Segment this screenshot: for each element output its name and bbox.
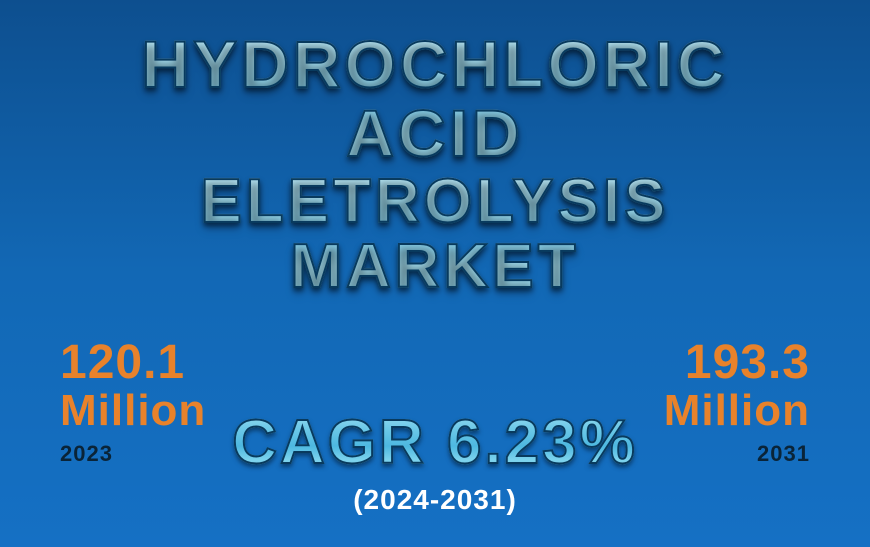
cagr-label: CAGR 6.23% [50,407,820,478]
cagr-block: CAGR 6.23% (2024-2031) [50,407,820,516]
stat-left-value: 120.1 [60,339,206,387]
title-line-1: HYDROCHLORIC ACID [50,30,820,169]
stat-right-value: 193.3 [664,339,810,387]
infographic-container: HYDROCHLORIC ACID ELETROLYSIS MARKET 120… [0,0,870,547]
main-title: HYDROCHLORIC ACID ELETROLYSIS MARKET [50,30,820,299]
title-line-2: ELETROLYSIS MARKET [50,169,820,299]
cagr-period: (2024-2031) [50,484,820,516]
